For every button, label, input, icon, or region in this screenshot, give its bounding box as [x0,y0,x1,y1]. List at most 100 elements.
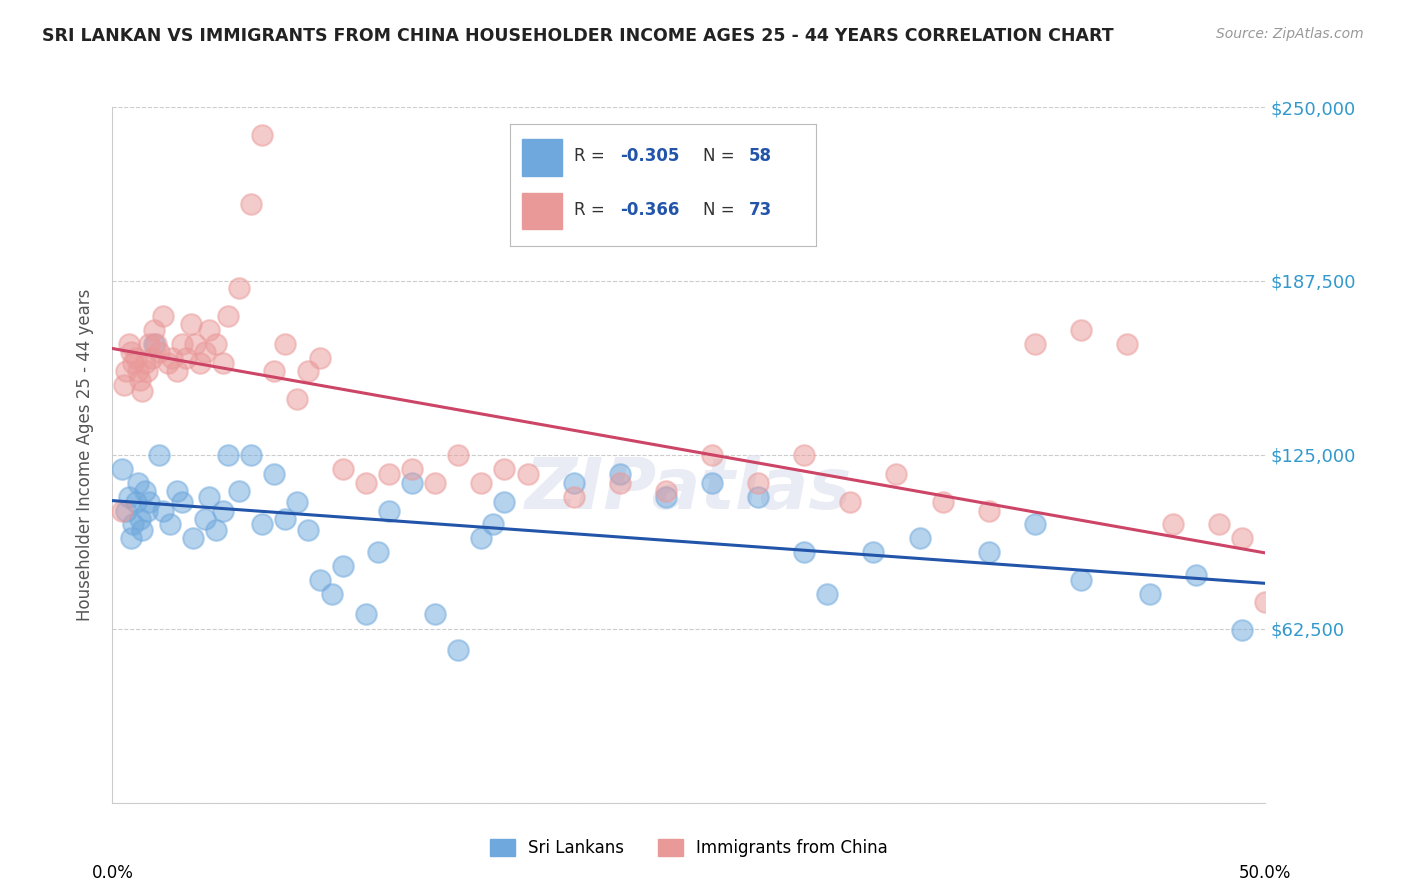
Text: 0.0%: 0.0% [91,864,134,882]
Point [111,462,134,476]
Point [252,128,274,142]
Point [170,336,193,351]
Point [194,512,217,526]
Point [609,467,631,482]
Point [184,336,207,351]
Point [494,495,516,509]
Point [115,364,138,378]
Point [156,356,179,370]
Point [181,532,204,546]
Point [117,336,139,351]
Point [120,532,142,546]
Point [263,364,285,378]
Point [252,517,274,532]
Point [482,517,505,532]
Point [166,484,188,499]
Point [447,448,470,462]
Point [1024,517,1046,532]
Point [747,490,769,504]
Point [1392,615,1406,629]
Point [1139,587,1161,601]
Point [205,523,228,537]
Text: ZIPatlas: ZIPatlas [526,455,852,524]
Point [977,545,1000,559]
Point [263,467,285,482]
Point [166,364,188,378]
Point [1070,573,1092,587]
Point [815,587,838,601]
Point [1347,595,1369,609]
Point [447,642,470,657]
Point [198,490,221,504]
Point [1323,532,1346,546]
Point [1277,607,1299,621]
Point [1070,323,1092,337]
Point [198,323,221,337]
Point [1024,336,1046,351]
Point [180,317,202,331]
Point [127,364,149,378]
Point [131,384,153,398]
Point [134,484,156,499]
Point [425,475,447,490]
Point [309,351,332,365]
Point [297,364,319,378]
Point [977,503,1000,517]
Point [136,364,159,378]
Point [212,356,235,370]
Point [174,351,197,365]
Point [401,475,423,490]
Point [839,495,862,509]
Point [494,462,516,476]
Point [228,281,250,295]
Point [1161,517,1184,532]
Point [143,323,166,337]
Point [274,512,297,526]
Point [134,356,156,370]
Point [862,545,884,559]
Point [129,373,152,387]
Point [148,345,170,359]
Point [127,475,149,490]
Point [1185,567,1208,582]
Point [228,484,250,499]
Point [129,512,152,526]
Point [138,336,160,351]
Point [152,503,174,517]
Y-axis label: Householder Income Ages 25 - 44 years: Householder Income Ages 25 - 44 years [76,289,94,621]
Point [470,532,492,546]
Point [115,503,138,517]
Point [138,495,160,509]
Point [285,495,308,509]
Point [332,462,354,476]
Text: Source: ZipAtlas.com: Source: ZipAtlas.com [1216,27,1364,41]
Point [609,475,631,490]
Point [655,490,678,504]
Point [401,462,423,476]
Point [122,517,145,532]
Point [354,607,377,621]
Point [354,475,377,490]
Point [170,495,193,509]
Point [122,356,145,370]
Point [120,345,142,359]
Point [1116,336,1139,351]
Point [321,587,343,601]
Point [747,475,769,490]
Point [367,545,389,559]
Point [908,532,931,546]
Point [562,475,585,490]
Point [162,351,184,365]
Point [655,484,678,499]
Point [1369,607,1392,621]
Point [793,545,815,559]
Point [112,378,135,392]
Point [309,573,332,587]
Text: 50.0%: 50.0% [1239,864,1292,882]
Point [700,475,723,490]
Point [1232,624,1254,638]
Point [1301,601,1323,615]
Point [131,523,153,537]
Point [194,345,217,359]
Point [124,495,146,509]
